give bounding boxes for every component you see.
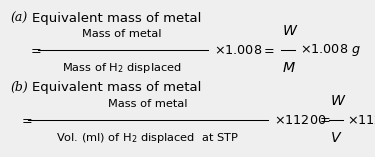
Text: $\times$11200: $\times$11200: [274, 114, 326, 127]
Text: Vol. (ml) of H$_2$ displaced  at STP: Vol. (ml) of H$_2$ displaced at STP: [56, 131, 240, 145]
Text: $\times$1.008: $\times$1.008: [214, 43, 262, 57]
Text: $\mathit{M}$: $\mathit{M}$: [282, 61, 296, 75]
Text: $\times$1.008 $g$: $\times$1.008 $g$: [300, 42, 361, 58]
Text: $=$: $=$: [261, 43, 275, 57]
Text: Mass of metal: Mass of metal: [108, 99, 188, 109]
Text: $=$: $=$: [19, 114, 33, 127]
Text: (a): (a): [10, 12, 27, 25]
Text: $\mathit{W}$: $\mathit{W}$: [282, 24, 298, 38]
Text: $\mathit{V}$: $\mathit{V}$: [330, 131, 342, 145]
Text: Equivalent mass of metal: Equivalent mass of metal: [32, 81, 201, 94]
Text: Mass of H$_2$ displaced: Mass of H$_2$ displaced: [62, 61, 182, 75]
Text: $=$: $=$: [28, 43, 42, 57]
Text: $\times$11200: $\times$11200: [347, 114, 375, 127]
Text: Mass of metal: Mass of metal: [82, 29, 162, 39]
Text: $=$: $=$: [317, 113, 331, 125]
Text: $\mathit{W}$: $\mathit{W}$: [330, 94, 346, 108]
Text: Equivalent mass of metal: Equivalent mass of metal: [32, 12, 201, 25]
Text: (b): (b): [10, 81, 28, 94]
